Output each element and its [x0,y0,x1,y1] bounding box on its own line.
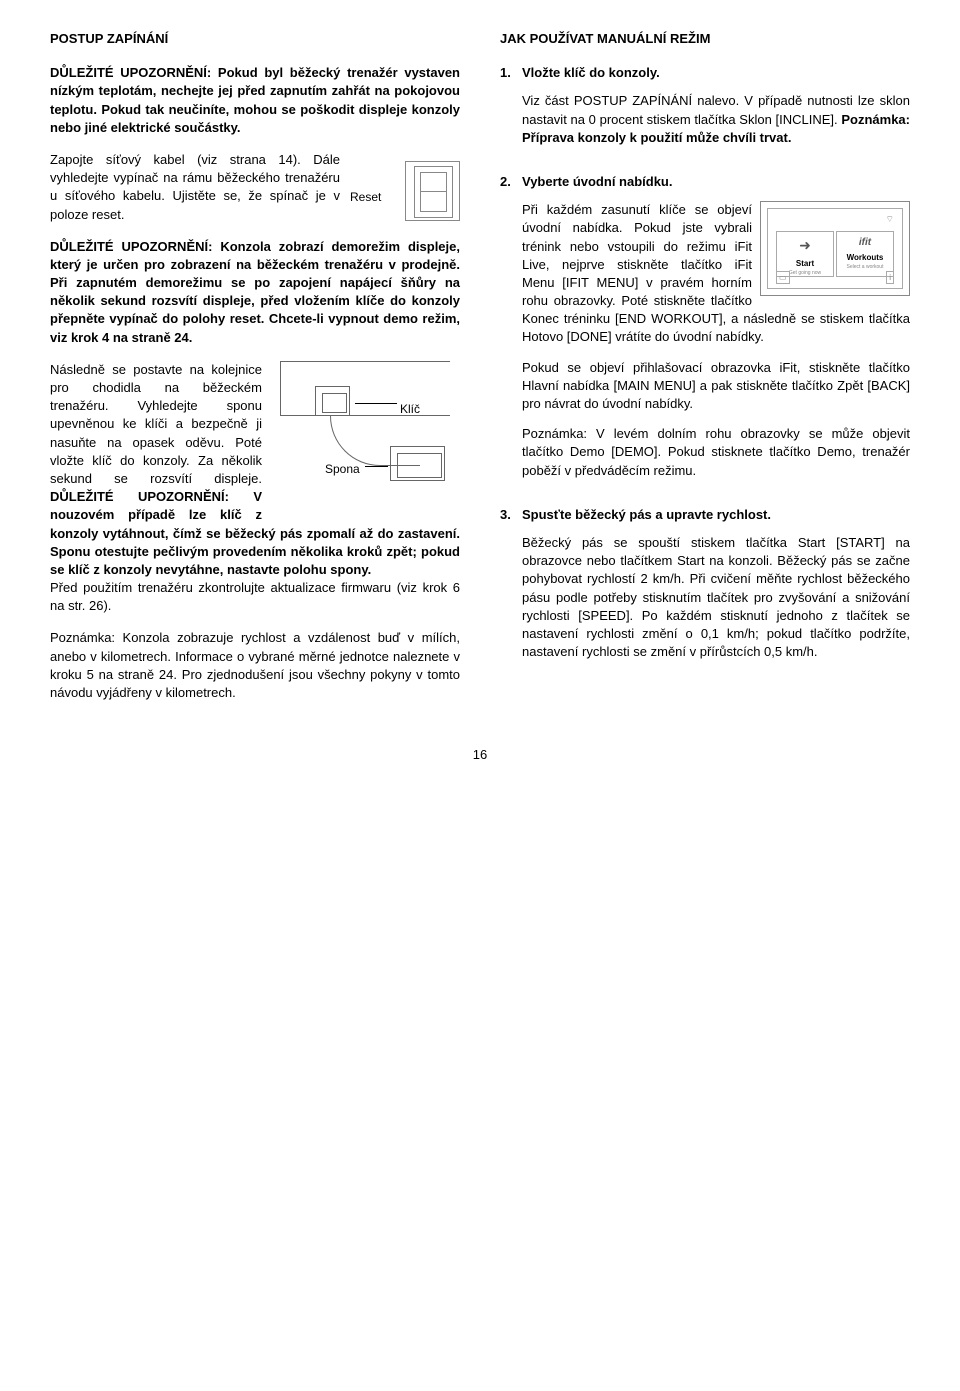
console-screen-diagram: ⌔ ➜ Start Get going now ifit Workouts Se… [760,201,910,296]
step-1-num: 1. [500,64,522,159]
firmware-para: Před použitím trenažéru zkontrolujte akt… [50,579,460,615]
reset-label: Reset [350,189,381,206]
reset-switch-diagram: Reset [350,151,460,231]
key-clip-diagram: Klíč Spona [270,361,460,511]
step-3-p1: Běžecký pás se spouští stiskem tlačítka … [522,534,910,661]
warning-1: DŮLEŽITÉ UPOZORNĚNÍ: Pokud byl běžecký t… [50,64,460,137]
step-2-num: 2. [500,173,522,492]
left-heading: POSTUP ZAPÍNÁNÍ [50,30,460,48]
step-1-text: Viz část POSTUP ZAPÍNÁNÍ nalevo. V přípa… [522,92,910,147]
wifi-icon: ⌔ [886,213,894,226]
ifit-icon: ifit [837,236,893,250]
page-number: 16 [50,746,910,764]
step-2-title: Vyberte úvodní nabídku. [522,173,910,191]
right-heading: JAK POUŽÍVAT MANUÁLNÍ REŽIM [500,30,910,48]
step-3-num: 3. [500,506,522,674]
step-2-p3: Poznámka: V levém dolním rohu obrazovky … [522,425,910,480]
step-1-title: Vložte klíč do konzoly. [522,64,910,82]
workouts-tile-label: Workouts [837,252,893,263]
warning-2: DŮLEŽITÉ UPOZORNĚNÍ: Konzola zobrazí dem… [50,238,460,347]
step-1: 1. Vložte klíč do konzoly. Viz část POST… [500,64,910,159]
units-note-para: Poznámka: Konzola zobrazuje rychlost a v… [50,629,460,702]
spona-label: Spona [325,461,360,478]
start-tile-label: Start [777,258,833,269]
step-3: 3. Spusťte běžecký pás a upravte rychlos… [500,506,910,674]
arrow-right-icon: ➜ [777,236,833,256]
step-2: 2. Vyberte úvodní nabídku. ⌔ ➜ Start Get… [500,173,910,492]
step-3-title: Spusťte běžecký pás a upravte rychlost. [522,506,910,524]
info-icon: i [886,271,894,284]
workouts-tile-sub: Select a workout [837,264,893,271]
step-2-p2: Pokud se objeví přihlašovací obrazovka i… [522,359,910,414]
switch-icon [405,161,460,221]
battery-icon: ▭ [776,271,790,284]
